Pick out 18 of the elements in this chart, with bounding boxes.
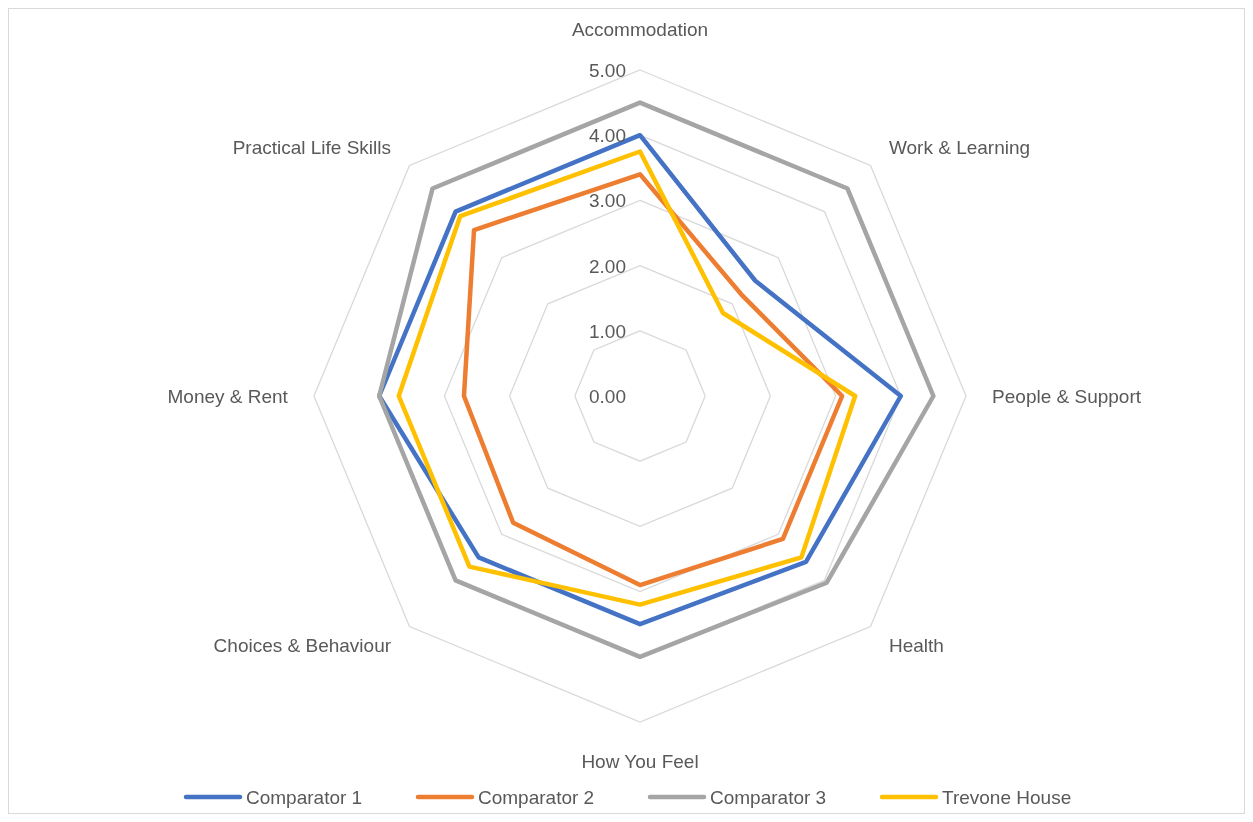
y-tick-label: 4.00 [589, 125, 626, 147]
spoke-label: Practical Life Skills [232, 137, 392, 159]
spoke-label: How You Feel [581, 751, 699, 773]
legend-label: Comparator 3 [710, 787, 827, 808]
spoke-label: People & Support [992, 386, 1142, 407]
legend-label: Trevone House [942, 787, 1072, 808]
spoke-label: Health [888, 634, 944, 656]
y-tick-label: 0.00 [589, 386, 626, 407]
spoke-label: Accommodation [571, 18, 709, 40]
y-tick-label: 3.00 [589, 190, 626, 212]
y-tick-label: 2.00 [589, 255, 626, 277]
y-tick-label: 5.00 [589, 60, 626, 81]
legend-label: Comparator 1 [246, 787, 363, 808]
spoke-label: Work & Learning [888, 137, 1031, 159]
spoke-label: Choices & Behaviour [213, 634, 392, 656]
legend-label: Comparator 2 [478, 787, 595, 808]
spoke-label: Money & Rent [167, 386, 289, 407]
y-tick-label: 1.00 [589, 320, 626, 342]
